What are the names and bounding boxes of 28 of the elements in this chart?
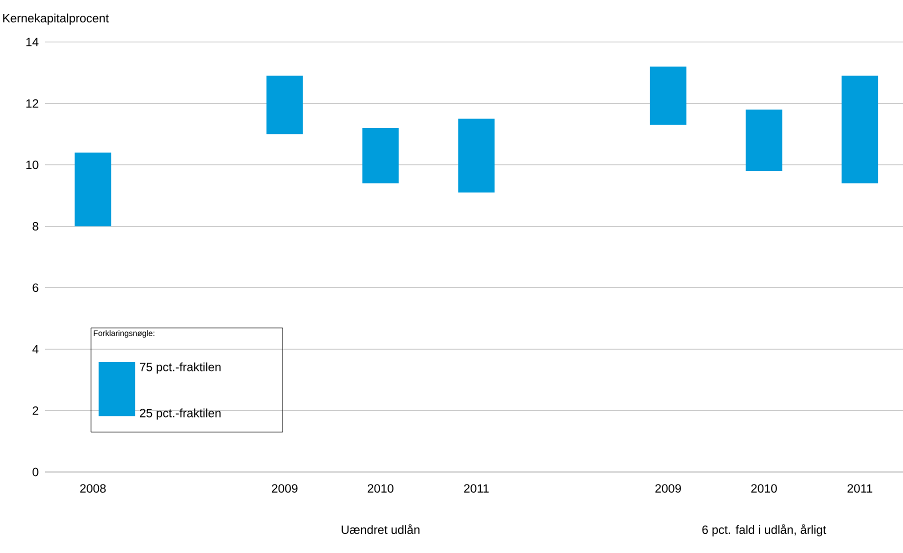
- annotation: Forklaringsnøgle:: [94, 330, 154, 338]
- bar: [266, 76, 303, 134]
- bar: [458, 118, 495, 192]
- y-tick-label: 4: [32, 345, 38, 354]
- x-tick-label: 2010: [368, 484, 394, 493]
- text: 6 pct. fald i udlån, årligt: [702, 524, 826, 536]
- bar: [746, 110, 782, 171]
- y-tick-label: 0: [32, 468, 38, 476]
- y-tick-label: 10: [26, 160, 38, 170]
- x-tick-label: 2011: [464, 484, 489, 493]
- annotation: 25 pct.-fraktilen: [140, 408, 221, 420]
- y-axis-title: Kernekapitalprocent: [3, 14, 109, 25]
- x-tick-label: 2010: [751, 484, 777, 493]
- bar: [650, 66, 686, 125]
- x-tick-label: 2009: [272, 484, 298, 493]
- y-tick-label: 14: [26, 38, 38, 46]
- y-tick-label: 2: [32, 406, 38, 415]
- text: Uændret udlån: [342, 524, 420, 534]
- x-tick-label: 2011: [848, 484, 872, 493]
- bar: [74, 152, 112, 226]
- bar: [842, 76, 878, 184]
- x-tick-label: 2008: [80, 484, 106, 493]
- y-tick-label: 12: [26, 99, 38, 108]
- y-tick-label: 6: [32, 283, 38, 292]
- annotation: 75 pct.-fraktilen: [140, 362, 221, 374]
- y-tick-label: 8: [32, 222, 38, 231]
- x-tick-label: 2009: [655, 484, 681, 493]
- bar: [362, 128, 399, 184]
